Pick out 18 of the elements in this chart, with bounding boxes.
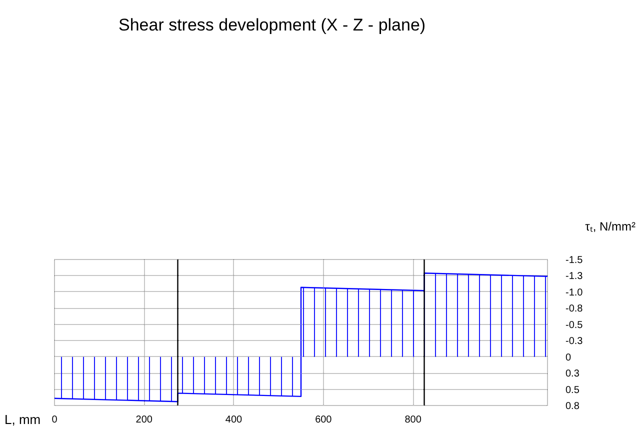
y-tick-label: -1.0 xyxy=(566,287,584,298)
y-tick-label: 0.8 xyxy=(566,401,580,412)
y-tick-label: -0.8 xyxy=(566,304,584,315)
x-tick-label: 600 xyxy=(315,414,332,426)
x-axis-title: L, mm xyxy=(4,412,41,427)
y-tick-label: -1.5 xyxy=(566,255,584,266)
y-tick-label: -1.3 xyxy=(566,271,584,282)
y-tick-label: 0.3 xyxy=(566,368,580,380)
chart-title: Shear stress development (X - Z - plane) xyxy=(118,16,426,34)
y-tick-label: 0.5 xyxy=(566,384,580,396)
y-tick-label: -0.3 xyxy=(566,336,584,348)
x-tick-label: 800 xyxy=(404,414,422,426)
x-tick-label: 0 xyxy=(52,414,58,426)
x-tick-label: 200 xyxy=(136,414,153,426)
y-tick-label: 0 xyxy=(566,352,572,364)
x-tick-label: 400 xyxy=(225,414,243,426)
y-axis-title: τₜ, N/mm² xyxy=(585,220,636,234)
y-tick-label: -0.5 xyxy=(566,320,584,331)
